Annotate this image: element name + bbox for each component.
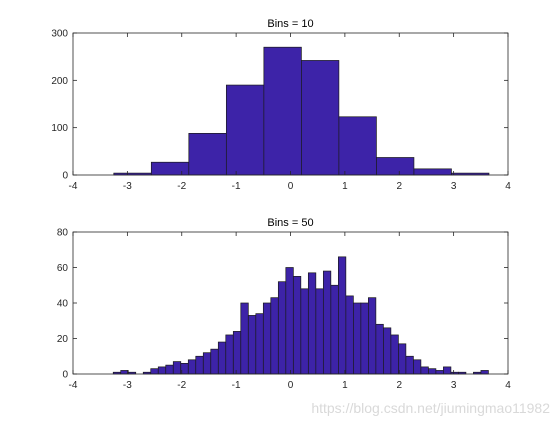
histogram-bar bbox=[322, 270, 332, 375]
histogram-bar bbox=[390, 334, 399, 375]
histogram-bar bbox=[157, 366, 167, 375]
histogram-bar bbox=[225, 334, 234, 375]
histogram-bar bbox=[368, 297, 377, 375]
histogram-bar bbox=[435, 370, 444, 375]
histogram-bar bbox=[353, 302, 362, 375]
x-tick-label: -4 bbox=[69, 380, 78, 391]
histogram-bar bbox=[405, 355, 414, 375]
histogram-bar bbox=[195, 355, 204, 375]
histogram-bar bbox=[187, 359, 197, 375]
histogram-bar bbox=[225, 84, 265, 176]
y-tick-label: 60 bbox=[57, 263, 69, 274]
y-tick-label: 200 bbox=[51, 76, 68, 87]
x-tick-label: -2 bbox=[177, 181, 186, 192]
x-tick-label: -3 bbox=[123, 181, 132, 192]
histogram-bar bbox=[262, 302, 272, 375]
x-tick-label: 2 bbox=[396, 181, 402, 192]
x-tick-label: 4 bbox=[505, 181, 511, 192]
histogram-panel-1: -4 -3 -2 -1 0 1 2 3 4 0 100 200 300 Bins = 10 bbox=[51, 18, 511, 192]
x-tick-label: 4 bbox=[505, 380, 511, 391]
y-tick-label: 40 bbox=[57, 299, 69, 310]
x-tick-label: 3 bbox=[451, 181, 457, 192]
histogram-bar bbox=[345, 295, 354, 375]
x-tick-label: 0 bbox=[288, 181, 294, 192]
histogram-bar bbox=[150, 161, 190, 176]
y-tick-label: 100 bbox=[51, 123, 68, 134]
histogram-bar bbox=[255, 313, 264, 375]
histogram-bar bbox=[413, 359, 422, 375]
histogram-bar bbox=[285, 267, 294, 375]
x-tick-label: 1 bbox=[342, 181, 348, 192]
y-tick-label: 0 bbox=[62, 370, 68, 381]
histogram-bar bbox=[360, 302, 369, 375]
x-tick-label: -2 bbox=[177, 380, 186, 391]
histogram-bar bbox=[188, 132, 227, 176]
watermark: https://blog.csdn.net/jiumingmao11982 bbox=[311, 400, 550, 416]
x-tick-label: 1 bbox=[342, 380, 348, 391]
histogram-bar bbox=[210, 348, 219, 375]
histogram-bar bbox=[277, 281, 287, 375]
x-tick-label: -3 bbox=[123, 380, 132, 391]
x-tick-label: -1 bbox=[232, 181, 241, 192]
histogram-bar bbox=[263, 46, 302, 176]
x-tick-label: 2 bbox=[396, 380, 402, 391]
histogram-bar bbox=[398, 343, 407, 375]
x-tick-label: 3 bbox=[451, 380, 457, 391]
histogram-bar bbox=[375, 323, 384, 375]
histogram-bar bbox=[338, 116, 377, 176]
histogram-bar bbox=[376, 157, 415, 176]
histogram-bar bbox=[301, 60, 340, 176]
histogram-bar bbox=[480, 370, 489, 375]
x-tick-label: -4 bbox=[69, 181, 78, 192]
histogram-bar bbox=[443, 366, 452, 375]
histogram-bar bbox=[413, 168, 452, 176]
histogram-bar bbox=[315, 288, 324, 375]
histogram-bar bbox=[240, 302, 249, 375]
histogram-bar bbox=[300, 288, 309, 375]
y-tick-label: 300 bbox=[51, 29, 68, 40]
histogram-bar bbox=[217, 341, 227, 375]
histogram-bar bbox=[247, 315, 257, 375]
plot-title: Bins = 10 bbox=[267, 18, 313, 30]
histogram-bar bbox=[172, 361, 182, 375]
histogram-bar bbox=[338, 256, 347, 375]
histogram-bar bbox=[383, 327, 392, 375]
y-tick-label: 0 bbox=[62, 171, 68, 182]
x-tick-label: 0 bbox=[288, 380, 294, 391]
histogram-bar bbox=[165, 364, 174, 375]
y-tick-label: 20 bbox=[57, 334, 69, 345]
histogram-bar bbox=[330, 284, 339, 375]
histogram-bar bbox=[292, 276, 302, 375]
histogram-bar bbox=[202, 352, 212, 375]
x-tick-label: -1 bbox=[232, 380, 241, 391]
histogram-bar bbox=[232, 331, 242, 375]
histogram-bar bbox=[270, 297, 279, 375]
histogram-bar bbox=[307, 272, 317, 375]
histogram-bar bbox=[150, 368, 159, 375]
histogram-bar bbox=[428, 368, 437, 375]
y-tick-label: 80 bbox=[57, 228, 69, 239]
histogram-bar bbox=[420, 366, 429, 375]
plot-title: Bins = 50 bbox=[267, 217, 313, 229]
